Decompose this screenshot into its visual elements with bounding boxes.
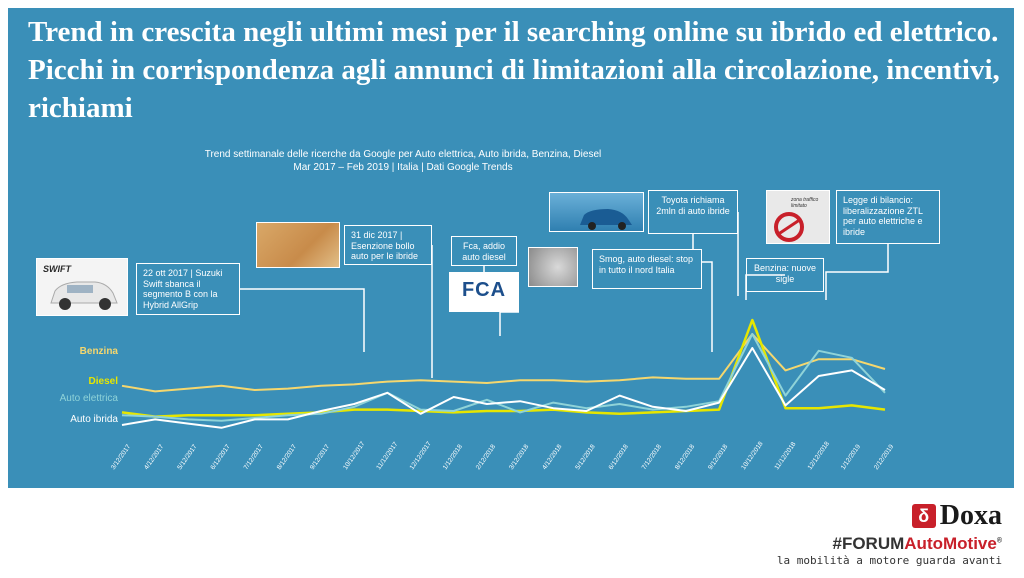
x-tick-label: 1/12/2018 [442,443,465,471]
x-tick-label: 9/12/2017 [309,443,332,471]
series-line-benzina [121,333,886,393]
callout-leader-line [499,311,519,336]
callout-legge-bilancio: Legge di bilancio: liberalizzazione ZTL … [836,190,940,244]
x-tick-label: 11/12/2017 [375,441,399,472]
series-label-diesel: Diesel [88,376,118,387]
callout-leader-line [240,288,365,352]
x-tick-label: 9/12/2018 [707,443,730,471]
chart-title: Trend settimanale delle ricerche da Goog… [204,149,602,160]
callout-benzina: Benzina: nuove sigle [746,258,824,292]
footer-branding: δ Doxa #FORUMAutoMotive® la mobilità a m… [762,500,1002,570]
fca-logo: FCA [461,279,507,301]
x-tick-label: 1/12/2019 [840,443,863,471]
x-tick-label: 10/12/2018 [740,440,765,471]
x-tick-label: 11/12/2018 [773,441,797,472]
ztl-sign-icon [774,212,804,242]
callout-leader-line [825,244,889,300]
series-label-benzina: Benzina [79,346,118,357]
slide-headline: Trend in crescita negli ultimi mesi per … [28,16,1000,124]
doxa-wordmark: Doxa [939,500,1002,531]
x-tick-label: 6/12/2018 [608,443,631,471]
x-axis-tick-labels: 3/12/2017 4/12/2017 5/12/2017 6/12/2017 7/12… [110,440,896,471]
series-line-auto-ibrida [121,347,886,429]
series-label-auto-ibrida: Auto ibrida [70,414,118,425]
x-tick-label: 8/12/2018 [674,443,697,471]
forum-automotive-logo: #FORUMAutoMotive® [833,534,1003,554]
x-tick-label: 5/12/2018 [574,443,597,471]
fca-logo-box: FCA [449,272,519,312]
x-tick-label: 4/12/2018 [541,443,564,471]
x-tick-label: 3/12/2017 [110,443,133,471]
x-tick-label: 4/12/2017 [143,443,166,471]
callout-suzuki: 22 ott 2017 | Suzuki Swift sbanca il seg… [136,263,240,315]
x-tick-label: 7/12/2017 [243,443,266,471]
callout-bollo: 31 dic 2017 | Esenzione bollo auto per l… [344,225,432,265]
x-tick-label: 12/12/2017 [408,440,433,471]
car-icon [50,281,118,310]
series-lines [121,318,886,429]
callout-smog: Smog, auto diesel: stop in tutto il nord… [592,249,702,289]
x-tick-label: 8/12/2017 [276,443,299,471]
registered-mark: ® [996,537,1002,545]
swift-logo: SWIFT [43,264,71,274]
series-label-auto-elettrica: Auto elettrica [59,393,118,404]
ztl-sign-text: zona traffico limitato [791,197,819,209]
x-tick-label: 6/12/2017 [209,443,232,471]
x-tick-label: 12/12/2018 [807,440,832,471]
forum-tagline: la mobilità a motore guarda avanti [776,554,1002,567]
x-tick-label: 5/12/2017 [176,443,199,471]
ztl-sign-photo: zona traffico limitato [766,190,830,244]
smog-photo [528,247,578,287]
callout-leader-line [702,261,713,352]
x-tick-label: 10/12/2017 [342,440,367,471]
chart-subtitle: Mar 2017 – Feb 2019 | Italia | Dati Goog… [293,162,513,173]
document-photo [256,222,340,268]
toyota-photo [549,192,644,232]
callout-toyota: Toyota richiama 2mln di auto ibride [648,190,738,234]
doxa-logo: δ Doxa [911,500,1002,532]
suzuki-swift-photo: SWIFT [36,258,128,316]
x-tick-label: 2/12/2019 [873,443,896,471]
x-tick-label: 7/12/2018 [641,443,664,471]
x-tick-label: 3/12/2018 [508,443,531,471]
series-line-diesel [121,318,886,418]
forum-prefix: #FORUM [832,534,905,553]
toyota-car-icon [580,209,632,230]
doxa-mark-icon: δ [911,504,936,528]
callout-fca: Fca, addio auto diesel [451,236,517,266]
forum-brand: AutoMotive [904,534,997,553]
series-line-auto-elettrica [121,333,886,422]
x-tick-label: 2/12/2018 [475,443,498,471]
chart-subtitle-block: Trend settimanale delle ricerche da Goog… [8,148,798,174]
